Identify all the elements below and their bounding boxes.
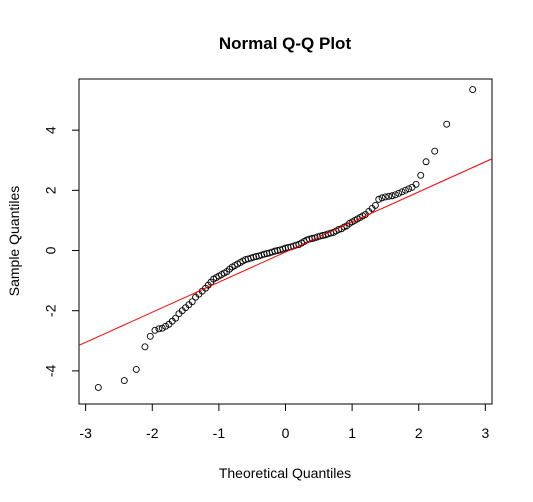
data-point	[132, 365, 140, 373]
data-point	[405, 185, 413, 193]
chart-title: Normal Q-Q Plot	[219, 34, 352, 53]
data-point	[188, 298, 196, 306]
y-tick-label: 0	[43, 246, 59, 254]
data-point	[412, 180, 420, 188]
data-points	[94, 86, 477, 391]
plot-frame	[78, 78, 493, 405]
x-tick-label: 2	[415, 425, 423, 441]
data-point	[401, 186, 409, 194]
x-axis-label: Theoretical Quantiles	[219, 465, 351, 481]
x-tick-label: 0	[282, 425, 290, 441]
data-point	[443, 120, 451, 128]
y-tick-label: 2	[43, 186, 59, 194]
x-tick-label: 3	[481, 425, 489, 441]
x-axis: -3 -2 -1 0 1 2 3	[79, 404, 489, 441]
data-point	[151, 326, 159, 334]
data-point	[146, 332, 154, 340]
data-point	[141, 343, 149, 351]
data-point	[282, 244, 289, 252]
data-point	[250, 253, 257, 261]
data-point	[422, 158, 430, 166]
data-point	[391, 191, 399, 199]
data-point	[417, 171, 425, 179]
data-point	[371, 201, 379, 209]
data-point	[378, 194, 386, 202]
data-point	[316, 232, 324, 240]
y-tick-label: -2	[43, 304, 59, 317]
data-point	[375, 195, 383, 203]
data-point	[385, 192, 393, 200]
x-tick-label: -3	[79, 425, 92, 441]
y-tick-label: 4	[43, 126, 59, 134]
data-point	[120, 377, 128, 384]
data-point	[271, 247, 279, 255]
data-point	[469, 86, 477, 93]
data-point	[388, 192, 396, 200]
data-point	[381, 193, 389, 201]
data-point	[431, 147, 439, 155]
data-point	[155, 325, 163, 333]
y-axis-label: Sample Quantiles	[6, 186, 22, 297]
data-point	[398, 188, 406, 196]
reference-line	[78, 158, 493, 346]
y-tick-label: -4	[43, 364, 59, 377]
data-point	[94, 383, 102, 391]
data-point	[158, 324, 166, 332]
data-point	[306, 235, 313, 243]
data-point	[260, 250, 268, 258]
x-tick-label: 1	[348, 425, 356, 441]
y-axis: -4 -2 0 2 4	[43, 126, 79, 377]
x-tick-label: -1	[213, 425, 226, 441]
data-point	[395, 189, 403, 197]
data-point	[172, 314, 180, 322]
x-tick-label: -2	[146, 425, 159, 441]
